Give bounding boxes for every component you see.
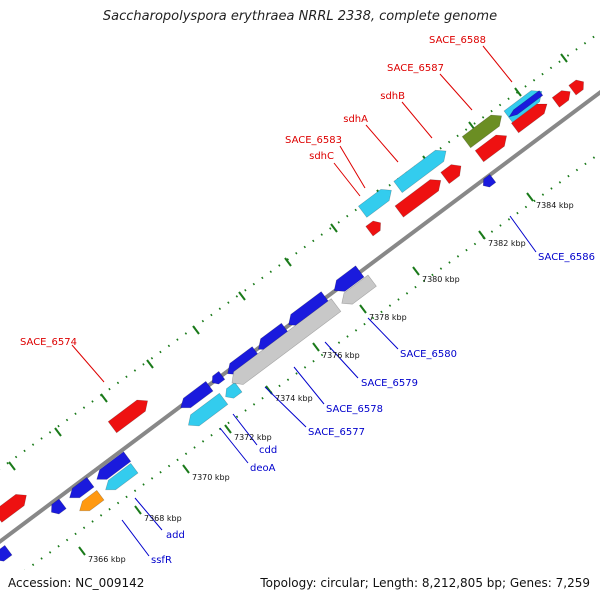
tick-mark [330, 223, 338, 233]
tick-label: 7380 kbp [422, 275, 460, 284]
gene-arrow [333, 265, 365, 292]
tick-label: 7376 kbp [322, 351, 360, 360]
genome-summary: Topology: circular; Length: 8,212,805 bp… [260, 576, 590, 590]
leader-line [401, 101, 433, 139]
tick-mark [54, 427, 62, 437]
tick-mark [478, 230, 486, 240]
tick-mark [514, 87, 522, 97]
gene-label-sdhb: sdhB [380, 91, 405, 102]
leader-line [71, 344, 105, 383]
leader-line [293, 366, 325, 405]
gene-arrow [211, 370, 226, 385]
gene-label-deoa: deoA [250, 463, 276, 474]
leader-line [339, 145, 366, 189]
tick-mark [192, 325, 200, 335]
gene-label-sace-6580: SACE_6580 [400, 349, 457, 360]
leader-line [439, 73, 473, 111]
gene-label-sace-6587: SACE_6587 [387, 63, 444, 74]
gene-arrow [225, 381, 243, 399]
tick-label: 7366 kbp [88, 555, 126, 564]
leader-line [333, 162, 361, 197]
reverse-tick-track [24, 152, 600, 570]
leader-line [365, 124, 399, 163]
gene-arrow [440, 164, 462, 185]
leader-line [509, 215, 537, 253]
tick-mark [312, 342, 320, 352]
gene-arrow [105, 462, 139, 491]
gene-arrow [0, 494, 27, 523]
leader-line [219, 427, 249, 464]
gene-arrow [69, 476, 95, 499]
gene-label-sdhc: sdhC [309, 151, 334, 162]
gene-label-sace-6578: SACE_6578 [326, 404, 383, 415]
tick-mark [134, 505, 142, 515]
gene-arrow [341, 274, 377, 305]
tick-mark [238, 291, 246, 301]
tick-label: 7370 kbp [192, 473, 230, 482]
gene-arrow [180, 380, 214, 409]
gene-arrow [0, 544, 13, 562]
leader-line [367, 317, 399, 350]
tick-label: 7382 kbp [488, 239, 526, 248]
gene-label-sace-6574: SACE_6574 [20, 337, 77, 348]
tick-mark [412, 266, 420, 276]
gene-label-sace-6583: SACE_6583 [285, 135, 342, 146]
tick-mark [560, 53, 568, 63]
tick-mark [359, 304, 367, 314]
gene-arrow [231, 298, 342, 385]
tick-mark [146, 359, 154, 369]
tick-label: 7368 kbp [144, 514, 182, 523]
gene-arrow [188, 392, 229, 427]
gene-arrow [474, 134, 507, 163]
gene-label-ssfr: ssfR [151, 555, 172, 566]
gene-arrow [96, 451, 132, 480]
gene-arrow [551, 90, 571, 108]
gene-arrow [51, 498, 67, 515]
tick-mark [526, 192, 534, 202]
gene-label-sace-6588: SACE_6588 [429, 35, 486, 46]
gene-arrow [461, 114, 502, 149]
tick-mark [224, 424, 232, 434]
tick-mark [182, 464, 190, 474]
gene-arrow [510, 103, 548, 134]
gene-arrow [568, 79, 584, 96]
gene-arrow [107, 399, 148, 434]
gene-label-sace-6579: SACE_6579 [361, 378, 418, 389]
gene-label-add: add [166, 530, 185, 541]
leader-line [482, 45, 513, 83]
gene-arrow [482, 173, 497, 188]
gene-label-sace-6577: SACE_6577 [308, 427, 365, 438]
tick-label: 7384 kbp [536, 201, 574, 210]
gene-arrow [79, 489, 105, 512]
tick-mark [284, 257, 292, 267]
leader-line [134, 497, 163, 531]
tick-label: 7372 kbp [234, 433, 272, 442]
gene-arrow [394, 179, 442, 218]
gene-label-cdd: cdd [259, 445, 277, 456]
gene-arrow [365, 220, 381, 237]
gene-arrow [393, 149, 447, 193]
tick-label: 7374 kbp [275, 394, 313, 403]
leader-line [324, 341, 359, 379]
leader-line [232, 413, 258, 446]
map-title: Saccharopolyspora erythraea NRRL 2338, c… [102, 9, 498, 24]
tick-mark [78, 546, 86, 556]
gene-arrow [357, 189, 392, 218]
gene-label-sdha: sdhA [343, 114, 368, 125]
gene-label-sace-6586: SACE_6586 [538, 252, 595, 263]
tick-mark [100, 393, 108, 403]
leader-line [121, 519, 150, 557]
accession-label: Accession: NC_009142 [8, 576, 145, 590]
tick-mark [8, 461, 16, 471]
gene-arrow [508, 90, 544, 118]
leader-line [264, 386, 307, 428]
tick-label: 7378 kbp [369, 313, 407, 322]
forward-tick-track [0, 31, 600, 470]
